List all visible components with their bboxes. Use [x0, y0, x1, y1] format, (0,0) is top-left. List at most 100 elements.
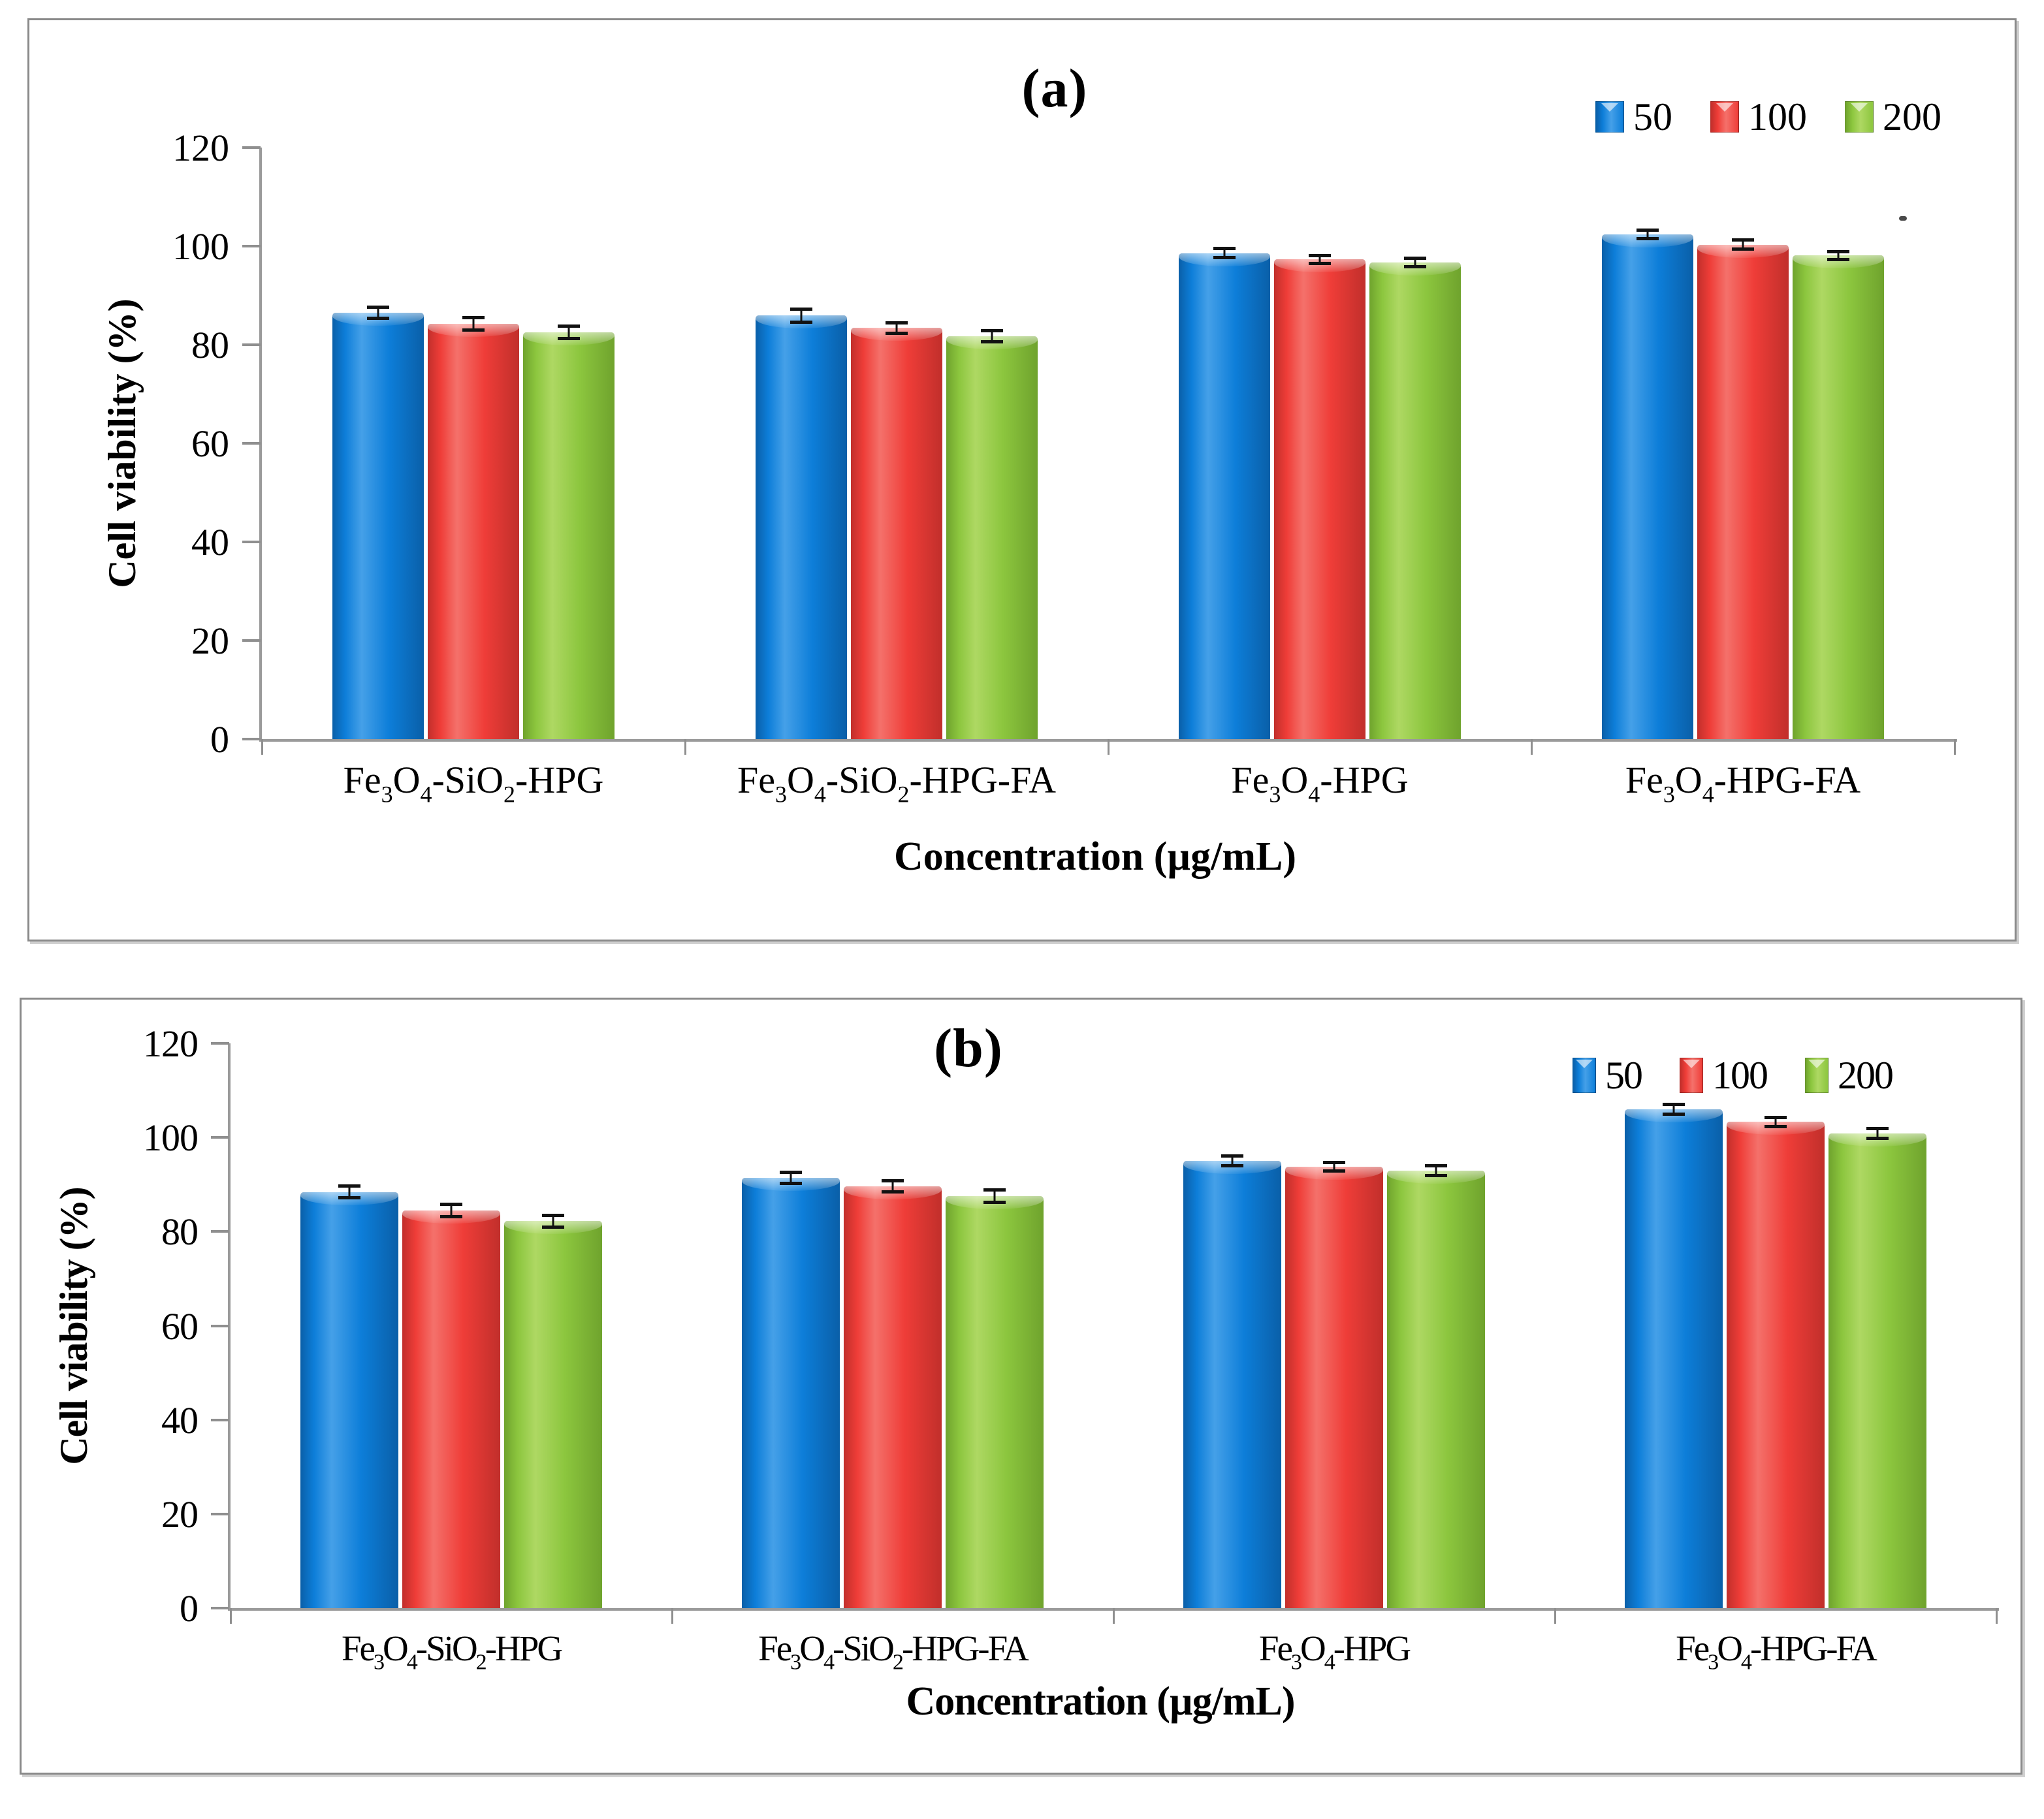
- y-tick: [211, 1324, 229, 1327]
- y-tick: [242, 639, 261, 642]
- legend-item: 50: [1595, 97, 1672, 136]
- bar-200-Fe3O4-HPG: [1369, 262, 1461, 739]
- y-tick-label: 40: [161, 1399, 199, 1442]
- bar-50-Fe3O4-SiO2-HPG-FA: [756, 315, 847, 739]
- x-axis-title: Concentration (µg/mL): [906, 1679, 1295, 1724]
- y-tick-label: 120: [143, 1022, 199, 1065]
- legend-marker-50: [1573, 1058, 1596, 1093]
- plot-area: 0 20 40 60 80 100 120 Fe3O4-SiO2-HPG Fe3O4-SiO2-…: [29, 20, 2015, 940]
- bar-200-Fe3O4-SiO2-HPG: [523, 332, 615, 739]
- bar-50-Fe3O4-SiO2-HPG: [332, 312, 424, 739]
- legend: 50 100 200: [1573, 1054, 1894, 1097]
- error-bar: [1827, 249, 1849, 262]
- error-bar: [790, 307, 812, 324]
- x-separator-tick: [1531, 739, 1533, 755]
- y-tick: [242, 738, 261, 740]
- legend-marker-200: [1805, 1058, 1828, 1093]
- y-tick-label: 60: [161, 1305, 199, 1348]
- y-tick: [242, 146, 261, 149]
- bar-200-Fe3O4-HPG: [1387, 1171, 1485, 1608]
- y-tick-label: 40: [191, 521, 229, 563]
- error-bar: [1637, 229, 1659, 240]
- error-bar: [1663, 1102, 1685, 1116]
- legend-label: 200: [1883, 95, 1941, 138]
- x-separator-tick: [230, 1608, 232, 1624]
- legend-marker-100: [1710, 101, 1739, 133]
- error-bar: [983, 1188, 1006, 1205]
- bar-200-Fe3O4-SiO2-HPG-FA: [946, 336, 1038, 739]
- legend-item: 200: [1805, 1054, 1894, 1097]
- bar-50-Fe3O4-HPG-FA: [1602, 234, 1693, 739]
- error-bar: [338, 1184, 360, 1200]
- y-tick-label: 0: [210, 718, 229, 761]
- legend-item: 50: [1573, 1054, 1643, 1097]
- y-tick-label: 100: [143, 1116, 199, 1160]
- y-tick-label: 80: [191, 324, 229, 366]
- category-label: Fe3O4-SiO2-HPG: [341, 1628, 563, 1675]
- error-bar: [440, 1202, 462, 1219]
- x-separator-tick: [1108, 739, 1110, 755]
- y-tick: [211, 1230, 229, 1233]
- error-bar: [1221, 1154, 1243, 1168]
- bar-100-Fe3O4-HPG-FA: [1697, 244, 1789, 739]
- bar-200-Fe3O4-HPG-FA: [1793, 255, 1884, 739]
- x-separator-tick: [684, 739, 686, 755]
- error-bar: [1765, 1116, 1787, 1128]
- y-tick: [211, 1042, 229, 1045]
- error-bar: [367, 305, 389, 320]
- y-tick-label: 0: [180, 1587, 199, 1630]
- y-tick-label: 100: [172, 225, 229, 268]
- category-label: Fe3O4-HPG-FA: [1676, 1628, 1877, 1675]
- error-bar: [1425, 1164, 1447, 1178]
- x-separator-tick: [671, 1608, 673, 1624]
- bar-50-Fe3O4-SiO2-HPG: [300, 1192, 398, 1608]
- category-label: Fe3O4-SiO2-HPG: [343, 759, 604, 808]
- error-bar: [886, 321, 908, 335]
- legend-marker-200: [1845, 101, 1874, 133]
- stray-mark: [1899, 216, 1907, 221]
- error-bar: [1309, 253, 1331, 266]
- legend-label: 100: [1748, 95, 1807, 138]
- bar-50-Fe3O4-SiO2-HPG-FA: [742, 1178, 840, 1608]
- y-tick: [242, 343, 261, 346]
- y-tick-label: 60: [191, 422, 229, 465]
- plot-area: 0 20 40 60 80 100 120 Fe3O4-SiO2-HPG Fe3O4-SiO2-…: [22, 1000, 2020, 1773]
- bar-200-Fe3O4-SiO2-HPG: [504, 1221, 602, 1608]
- bar-50-Fe3O4-HPG: [1183, 1161, 1281, 1608]
- legend-item: 200: [1845, 97, 1941, 136]
- legend-label: 200: [1838, 1054, 1894, 1097]
- x-separator-tick: [1996, 1608, 1998, 1624]
- y-tick: [211, 1418, 229, 1421]
- y-axis-line: [259, 148, 262, 742]
- legend-label: 100: [1712, 1054, 1768, 1097]
- error-bar: [780, 1171, 802, 1185]
- legend-item: 100: [1680, 1054, 1768, 1097]
- category-label: Fe3O4-SiO2-HPG-FA: [737, 759, 1056, 808]
- bar-100-Fe3O4-SiO2-HPG-FA: [851, 328, 942, 739]
- y-tick: [242, 442, 261, 445]
- y-tick: [242, 245, 261, 247]
- bar-200-Fe3O4-SiO2-HPG-FA: [946, 1196, 1044, 1608]
- bar-50-Fe3O4-HPG-FA: [1625, 1109, 1723, 1608]
- y-tick-label: 80: [161, 1210, 199, 1254]
- bar-100-Fe3O4-HPG: [1285, 1166, 1383, 1608]
- panel-b: (b) 50 100 200 Cell viability (%) 0 20 40 60 8…: [20, 998, 2022, 1775]
- bar-100-Fe3O4-SiO2-HPG-FA: [844, 1186, 942, 1608]
- y-tick: [211, 1136, 229, 1139]
- x-axis-title: Concentration (µg/mL): [893, 834, 1297, 879]
- error-bar: [1732, 238, 1754, 251]
- error-bar: [542, 1213, 564, 1229]
- error-bar: [1866, 1126, 1889, 1140]
- x-separator-tick: [1554, 1608, 1556, 1624]
- x-separator-tick: [261, 739, 263, 755]
- panel-a: (a) 50 100 200 Cell viability (%) 0 20 40 60 8…: [27, 18, 2017, 941]
- x-separator-tick: [1113, 1608, 1115, 1624]
- bar-200-Fe3O4-HPG-FA: [1828, 1133, 1926, 1608]
- y-tick-label: 120: [172, 127, 229, 169]
- error-bar: [981, 329, 1003, 344]
- legend-label: 50: [1605, 1054, 1643, 1097]
- y-tick: [211, 1512, 229, 1515]
- bar-100-Fe3O4-SiO2-HPG: [428, 324, 519, 739]
- legend-marker-50: [1595, 101, 1624, 133]
- error-bar: [1213, 247, 1236, 260]
